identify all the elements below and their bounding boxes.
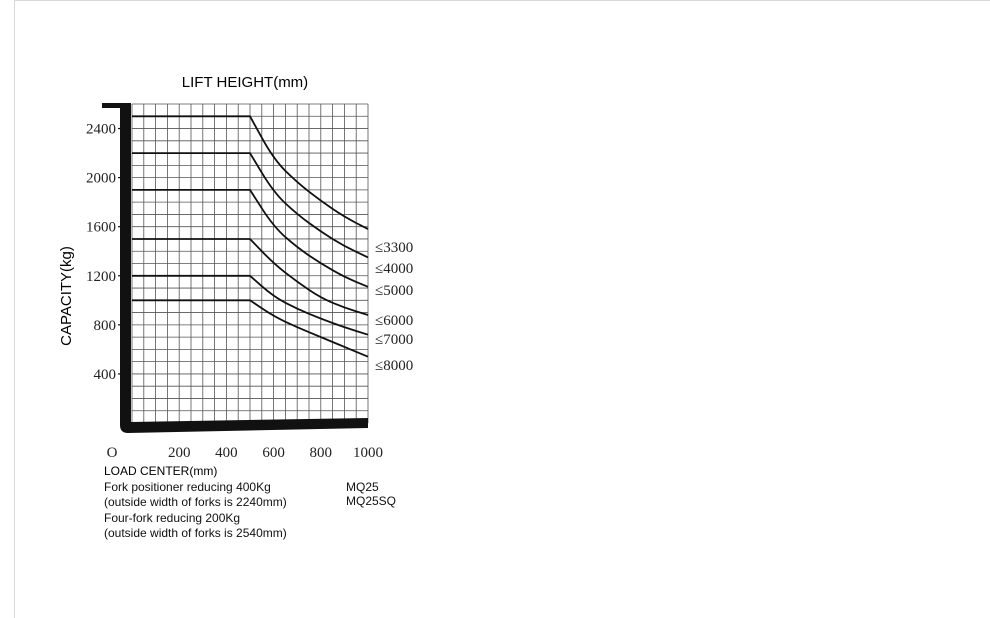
y-tick-label: 2000: [86, 171, 116, 187]
y-tick-label: 1200: [86, 269, 116, 285]
y-tick-label: 1600: [86, 220, 116, 236]
x-tick-label: 1000: [353, 445, 383, 461]
y-tick-label: 400: [94, 367, 117, 383]
note-fork-positioner-width: (outside width of forks is 2240mm): [104, 495, 287, 510]
curve-label: ≤4000: [375, 261, 413, 277]
y-tick-label: 2400: [86, 122, 116, 138]
x-tick-label: 200: [168, 445, 191, 461]
curve-label: ≤3300: [375, 240, 413, 256]
note-four-fork-width: (outside width of forks is 2540mm): [104, 526, 287, 541]
origin-label: O: [107, 445, 118, 461]
model-label-1: MQ25: [346, 480, 379, 495]
x-axis-label: LOAD CENTER(mm): [104, 464, 217, 478]
x-tick-label: 400: [215, 445, 238, 461]
curve-label: ≤7000: [375, 332, 413, 348]
note-four-fork: Four-fork reducing 200Kg: [104, 511, 240, 526]
x-tick-label: 600: [262, 445, 285, 461]
curve-label: ≤8000: [375, 358, 413, 374]
y-tick-label: 800: [94, 318, 117, 334]
model-label-2: MQ25SQ: [346, 494, 396, 509]
chart-grid: [132, 104, 368, 423]
y-axis-label: CAPACITY(kg): [58, 246, 75, 346]
x-tick-label: 800: [310, 445, 333, 461]
curve-label: ≤5000: [375, 283, 413, 299]
chart-title: LIFT HEIGHT(mm): [182, 74, 308, 91]
note-fork-positioner: Fork positioner reducing 400Kg: [104, 480, 271, 495]
curve-label: ≤6000: [375, 313, 413, 329]
fork-body: [120, 110, 368, 433]
